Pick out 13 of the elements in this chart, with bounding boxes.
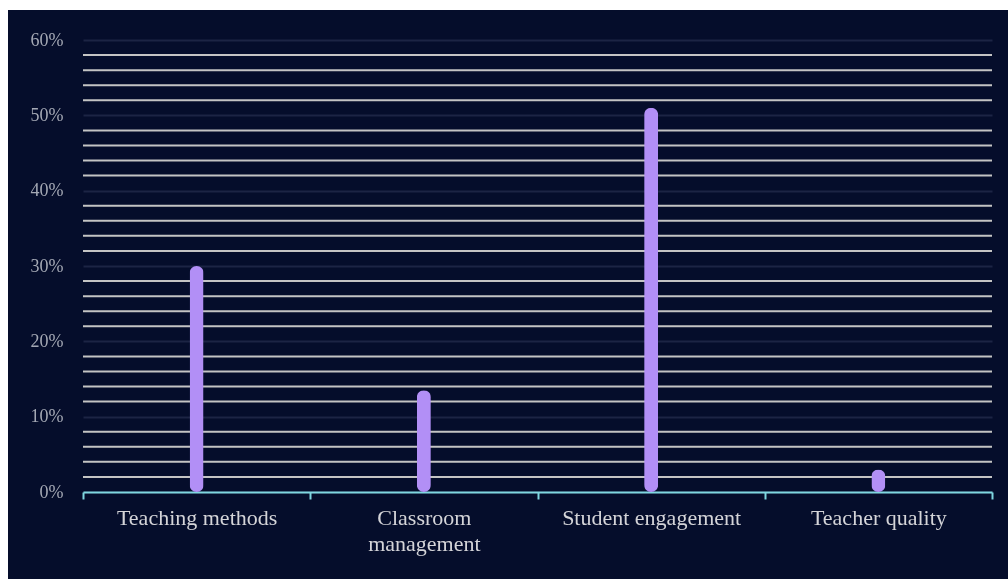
y-tick-label: 0%	[39, 481, 64, 502]
y-tick-label: 10%	[30, 406, 64, 427]
y-tick-label: 40%	[30, 180, 64, 201]
x-tick-label: Classroom management	[368, 504, 481, 556]
x-tick-label: Teaching methods	[116, 504, 278, 530]
y-tick-label: 60%	[30, 29, 64, 50]
y-tick-label: 50%	[30, 104, 64, 125]
y-tick-label: 20%	[30, 330, 64, 351]
x-tick-label: Student engagement	[562, 504, 742, 530]
x-tick-label: Teacher quality	[810, 504, 947, 530]
y-tick-label: 30%	[30, 255, 64, 276]
bar	[644, 107, 659, 492]
bar	[189, 266, 204, 492]
